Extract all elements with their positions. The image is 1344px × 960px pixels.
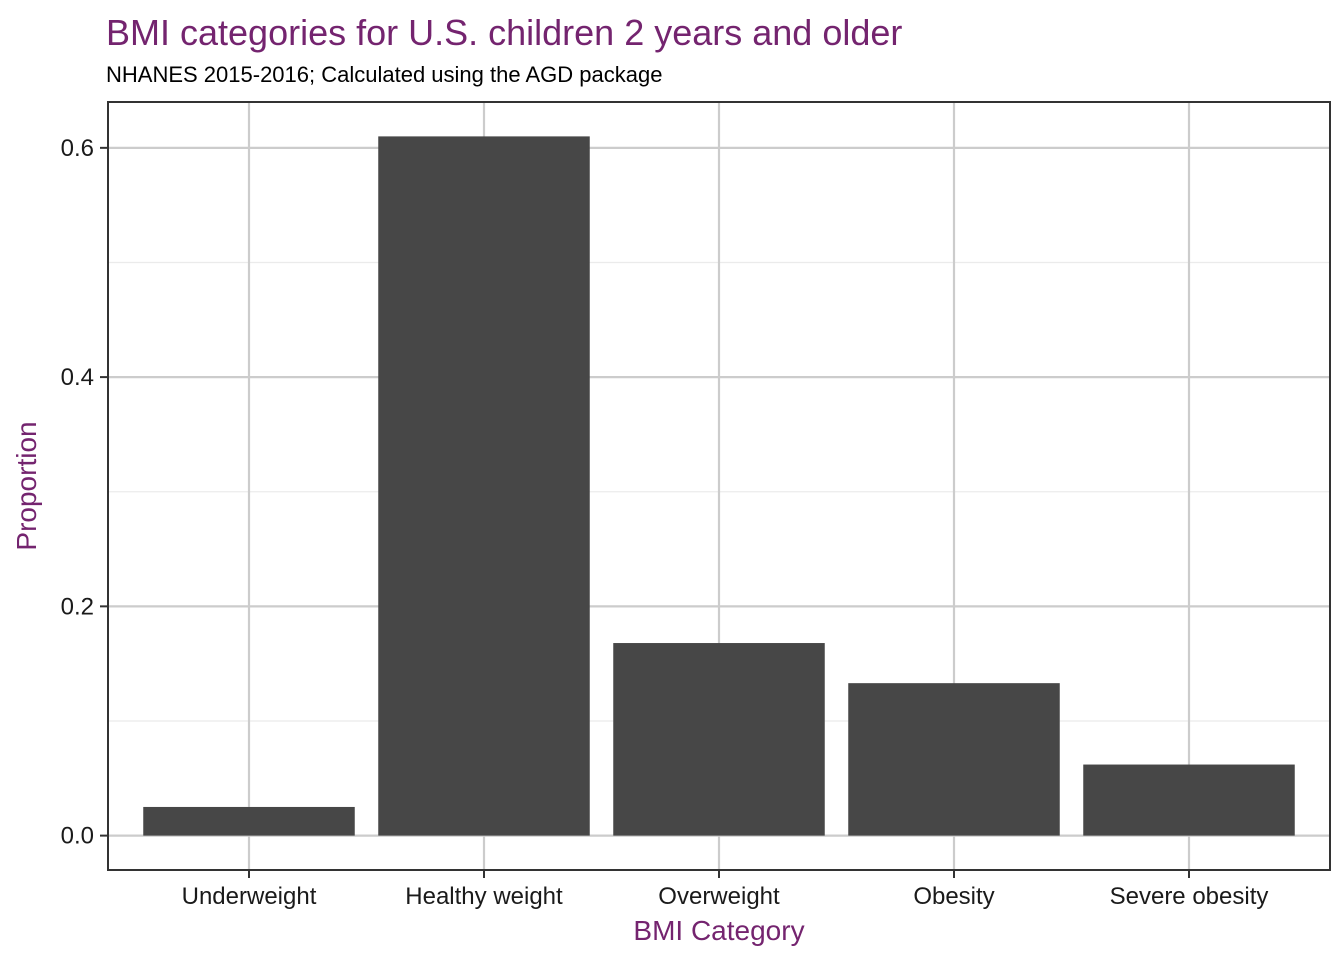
bar-overweight (613, 643, 825, 836)
bar-obesity (848, 683, 1060, 836)
chart-subtitle: NHANES 2015-2016; Calculated using the A… (106, 62, 663, 87)
x-tick-label: Obesity (913, 883, 994, 910)
y-tick-label: 0.2 (61, 593, 94, 620)
x-axis-ticks: Underweight Healthy weight Overweight Obesi… (182, 870, 1269, 910)
x-tick-label: Severe obesity (1110, 883, 1269, 910)
y-tick-label: 0.6 (61, 135, 94, 162)
y-axis-title: Proportion (11, 421, 42, 550)
y-tick-label: 0.0 (61, 823, 94, 850)
bar-underweight (143, 806, 355, 836)
chart-title: BMI categories for U.S. children 2 years… (106, 12, 903, 53)
x-tick-label: Overweight (658, 883, 780, 910)
bars (143, 136, 1295, 836)
x-axis-title: BMI Category (633, 915, 804, 946)
bar-severe-obesity (1083, 764, 1295, 836)
bar-healthy-weight (378, 136, 590, 836)
y-axis-ticks: 0.0 0.2 0.4 0.6 (61, 135, 108, 850)
x-tick-label: Underweight (182, 883, 317, 910)
y-tick-label: 0.4 (61, 364, 94, 391)
x-tick-label: Healthy weight (405, 883, 563, 910)
